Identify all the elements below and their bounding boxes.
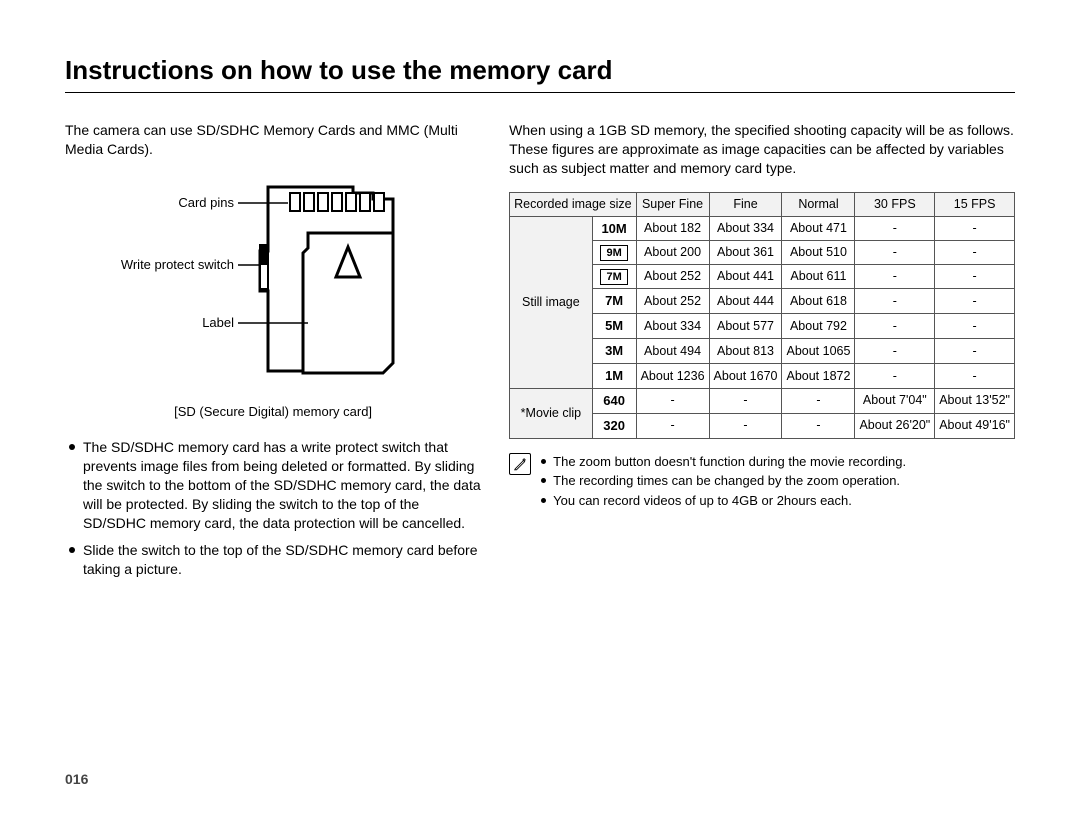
right-column: When using a 1GB SD memory, the specifie… xyxy=(509,107,1015,587)
cell: About 26'20" xyxy=(855,413,935,438)
note-2: You can record videos of up to 4GB or 2h… xyxy=(539,492,906,510)
size-cell: 7M xyxy=(592,289,636,314)
size-cell: 3M xyxy=(592,339,636,364)
cell: About 182 xyxy=(636,216,709,241)
cell: About 361 xyxy=(709,241,782,265)
cell: - xyxy=(935,216,1015,241)
cell: - xyxy=(935,314,1015,339)
cell: About 252 xyxy=(636,265,709,289)
cell: About 1670 xyxy=(709,364,782,389)
cell: - xyxy=(855,241,935,265)
size-cell: 5M xyxy=(592,314,636,339)
page-title: Instructions on how to use the memory ca… xyxy=(65,55,1015,93)
cell: About 334 xyxy=(709,216,782,241)
table-row: *Movie clip640---About 7'04"About 13'52" xyxy=(510,388,1015,413)
note-icon xyxy=(509,453,531,475)
left-intro: The camera can use SD/SDHC Memory Cards … xyxy=(65,121,481,159)
sd-card-diagram: Card pins Write protect switch Label xyxy=(65,173,481,393)
diagram-label-card-pins: Card pins xyxy=(178,195,234,210)
cell: About 441 xyxy=(709,265,782,289)
cell: About 200 xyxy=(636,241,709,265)
left-bullet-1: Slide the switch to the top of the SD/SD… xyxy=(65,541,481,579)
page-number: 016 xyxy=(65,771,88,787)
diagram-label-label: Label xyxy=(202,315,234,330)
cell: - xyxy=(855,339,935,364)
cell: - xyxy=(709,413,782,438)
cell: - xyxy=(636,388,709,413)
cell: - xyxy=(709,388,782,413)
note-1: The recording times can be changed by th… xyxy=(539,472,906,490)
cell: About 1065 xyxy=(782,339,855,364)
group-movie: *Movie clip xyxy=(510,388,592,438)
note-0: The zoom button doesn't function during … xyxy=(539,453,906,471)
left-bullets: The SD/SDHC memory card has a write prot… xyxy=(65,438,481,578)
cell: About 49'16" xyxy=(935,413,1015,438)
size-cell: 320 xyxy=(592,413,636,438)
group-still: Still image xyxy=(510,216,592,388)
cell: About 334 xyxy=(636,314,709,339)
two-column-layout: The camera can use SD/SDHC Memory Cards … xyxy=(65,107,1015,587)
size-cell: 1M xyxy=(592,364,636,389)
cell: - xyxy=(855,265,935,289)
cell: - xyxy=(935,241,1015,265)
cell: - xyxy=(636,413,709,438)
left-column: The camera can use SD/SDHC Memory Cards … xyxy=(65,107,481,587)
size-cell: 9M xyxy=(592,241,636,265)
table-row: Still image10MAbout 182About 334About 47… xyxy=(510,216,1015,241)
notes-block: The zoom button doesn't function during … xyxy=(509,453,1015,512)
sd-card-caption: [SD (Secure Digital) memory card] xyxy=(65,403,481,421)
th-superfine: Super Fine xyxy=(636,192,709,216)
cell: About 577 xyxy=(709,314,782,339)
cell: About 471 xyxy=(782,216,855,241)
cell: - xyxy=(935,289,1015,314)
th-fine: Fine xyxy=(709,192,782,216)
cell: About 252 xyxy=(636,289,709,314)
size-cell: 7M xyxy=(592,265,636,289)
cell: - xyxy=(935,364,1015,389)
cell: - xyxy=(855,364,935,389)
cell: About 510 xyxy=(782,241,855,265)
cell: - xyxy=(935,265,1015,289)
cell: - xyxy=(855,314,935,339)
diagram-label-write-protect: Write protect switch xyxy=(121,257,234,272)
cell: About 494 xyxy=(636,339,709,364)
th-15fps: 15 FPS xyxy=(935,192,1015,216)
cell: About 618 xyxy=(782,289,855,314)
cell: - xyxy=(782,413,855,438)
cell: About 1236 xyxy=(636,364,709,389)
cell: About 792 xyxy=(782,314,855,339)
right-intro: When using a 1GB SD memory, the specifie… xyxy=(509,121,1015,178)
capacity-table: Recorded image size Super Fine Fine Norm… xyxy=(509,192,1015,439)
th-30fps: 30 FPS xyxy=(855,192,935,216)
cell: - xyxy=(855,216,935,241)
cell: About 444 xyxy=(709,289,782,314)
cell: About 1872 xyxy=(782,364,855,389)
size-cell: 10M xyxy=(592,216,636,241)
cell: - xyxy=(782,388,855,413)
cell: - xyxy=(935,339,1015,364)
left-bullet-0: The SD/SDHC memory card has a write prot… xyxy=(65,438,481,532)
cell: - xyxy=(855,289,935,314)
cell: About 13'52" xyxy=(935,388,1015,413)
size-cell: 640 xyxy=(592,388,636,413)
th-recorded: Recorded image size xyxy=(510,192,636,216)
cell: About 7'04" xyxy=(855,388,935,413)
cell: About 813 xyxy=(709,339,782,364)
th-normal: Normal xyxy=(782,192,855,216)
cell: About 611 xyxy=(782,265,855,289)
